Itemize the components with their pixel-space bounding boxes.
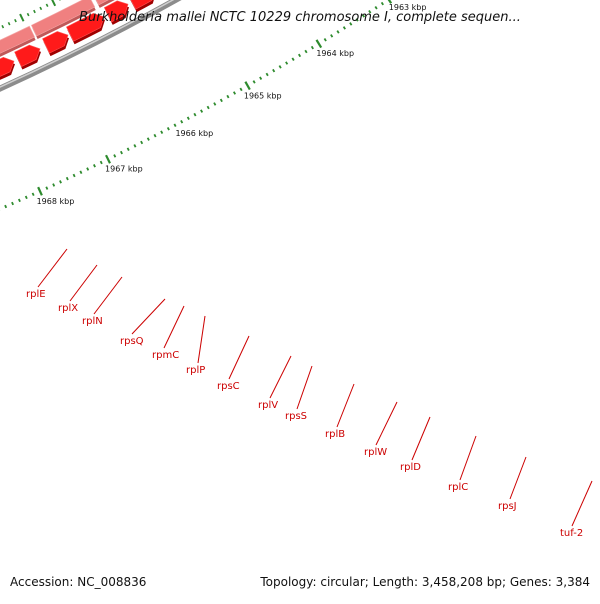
gene-leader-line <box>132 299 165 334</box>
gene-leader-line <box>376 402 397 445</box>
minor-tick <box>207 106 208 109</box>
inner-tick <box>2 25 3 28</box>
gene-label-rpmC[interactable]: rpmC <box>152 350 179 361</box>
inner-tick <box>52 0 56 6</box>
minor-tick <box>161 131 162 134</box>
inner-tick <box>46 4 47 7</box>
scale-tick-label: 1964 kbp <box>316 49 354 58</box>
gene-label-rplD[interactable]: rplD <box>400 462 421 473</box>
minor-tick <box>324 39 326 42</box>
gene-leader-line <box>337 384 354 427</box>
scale-tick-label: 1965 kbp <box>244 91 282 100</box>
minor-tick <box>305 50 307 53</box>
minor-tick <box>214 103 215 106</box>
gene-label-tuf-2[interactable]: tuf-2 <box>560 528 583 539</box>
minor-tick <box>375 6 377 9</box>
gene-label-rplC[interactable]: rplC <box>448 482 468 493</box>
gene-label-rpsC[interactable]: rpsC <box>217 381 240 392</box>
minor-tick <box>128 148 129 151</box>
minor-tick <box>60 180 61 183</box>
gene-leader-line <box>70 265 97 301</box>
major-tick <box>316 40 321 48</box>
gene-leader-line <box>270 356 291 398</box>
scale-tick-label: 1966 kbp <box>175 129 213 138</box>
minor-tick <box>253 81 254 84</box>
gene-leader-line <box>297 366 312 409</box>
minor-tick <box>53 184 54 187</box>
minor-tick <box>101 161 102 164</box>
minor-tick <box>33 193 34 196</box>
minor-tick <box>87 168 88 171</box>
gene-label-rplN[interactable]: rplN <box>82 316 103 327</box>
minor-tick <box>181 120 182 123</box>
scale-tick-label: 1968 kbp <box>37 197 75 206</box>
gene-leader-line <box>412 417 430 460</box>
minor-tick <box>266 73 268 76</box>
minor-tick <box>194 113 195 116</box>
gene-label-rplX[interactable]: rplX <box>58 303 78 314</box>
minor-tick <box>382 2 384 5</box>
minor-tick <box>299 54 301 57</box>
gene-leader-line <box>510 457 526 499</box>
minor-tick <box>174 124 175 127</box>
minor-tick <box>67 177 68 180</box>
minor-tick <box>201 110 202 113</box>
minor-tick <box>154 134 155 137</box>
minor-tick <box>26 196 27 199</box>
minor-tick <box>273 69 275 72</box>
minor-tick <box>121 151 122 154</box>
minor-tick <box>141 141 142 144</box>
gene-label-rpsQ[interactable]: rpsQ <box>120 336 144 347</box>
minor-tick <box>19 199 20 202</box>
forward-gene-arrow[interactable] <box>15 45 40 66</box>
minor-tick <box>337 31 339 34</box>
minor-tick <box>331 35 333 38</box>
minor-tick <box>148 138 149 141</box>
minor-tick <box>114 155 115 158</box>
minor-tick <box>344 27 346 30</box>
major-tick <box>245 82 249 90</box>
minor-tick <box>234 92 235 95</box>
gene-label-rpsS[interactable]: rpsS <box>285 411 307 422</box>
minor-tick <box>292 58 294 61</box>
gene-labels: rplE rplX rplN rpsQ rpmC rplP rpsC rplV rpsS rplB… <box>26 249 592 539</box>
gene-leader-line <box>229 336 249 379</box>
major-tick <box>38 187 42 195</box>
gene-leader-line <box>38 249 67 287</box>
genome-summary: Topology: circular; Length: 3,458,208 bp… <box>260 575 590 589</box>
accession-label: Accession: NC_008836 <box>10 575 146 589</box>
minor-tick <box>73 174 74 177</box>
minor-tick <box>279 66 281 69</box>
map-title: Burkholderia mallei NCTC 10229 chromosom… <box>0 10 600 25</box>
minor-tick <box>240 88 241 91</box>
gene-leader-line <box>94 277 122 314</box>
gene-label-rplW[interactable]: rplW <box>364 447 387 458</box>
minor-tick <box>227 95 228 98</box>
gene-leader-line <box>198 316 205 363</box>
minor-tick <box>221 99 222 102</box>
gene-label-rplV[interactable]: rplV <box>258 400 278 411</box>
gene-label-rplE[interactable]: rplE <box>26 289 46 300</box>
minor-tick <box>5 205 6 208</box>
gene-leader-line <box>164 306 184 348</box>
gene-leader-line <box>460 436 476 480</box>
minor-tick <box>312 46 314 49</box>
minor-tick <box>168 127 169 130</box>
major-tick <box>106 155 110 163</box>
minor-tick <box>286 62 288 65</box>
minor-tick <box>94 164 95 167</box>
minor-tick <box>134 145 135 148</box>
minor-tick <box>80 171 81 174</box>
minor-tick <box>46 187 47 190</box>
gene-label-rpsJ[interactable]: rpsJ <box>498 501 517 512</box>
gene-label-rplP[interactable]: rplP <box>186 365 205 376</box>
minor-tick <box>260 77 261 80</box>
minor-tick <box>188 117 189 120</box>
scale-tick-label: 1967 kbp <box>105 165 143 174</box>
minor-tick <box>12 202 13 205</box>
gene-leader-line <box>572 481 592 526</box>
gene-label-rplB[interactable]: rplB <box>325 429 345 440</box>
